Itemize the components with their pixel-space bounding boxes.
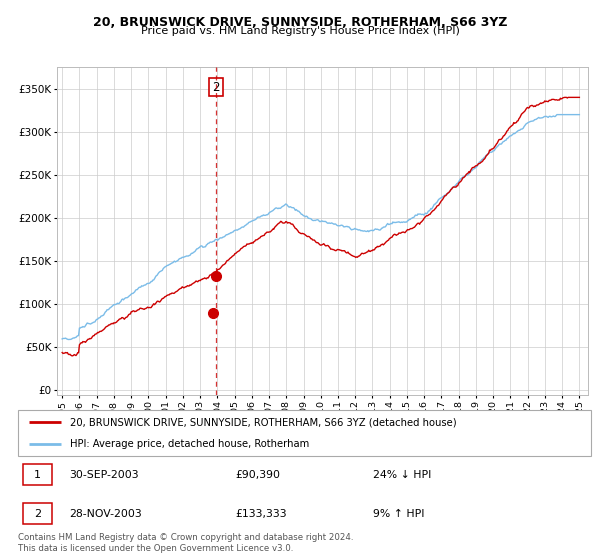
Text: 20, BRUNSWICK DRIVE, SUNNYSIDE, ROTHERHAM, S66 3YZ: 20, BRUNSWICK DRIVE, SUNNYSIDE, ROTHERHA… <box>93 16 507 29</box>
Text: 20, BRUNSWICK DRIVE, SUNNYSIDE, ROTHERHAM, S66 3YZ (detached house): 20, BRUNSWICK DRIVE, SUNNYSIDE, ROTHERHA… <box>70 417 456 427</box>
Text: Contains HM Land Registry data © Crown copyright and database right 2024.
This d: Contains HM Land Registry data © Crown c… <box>18 533 353 553</box>
Text: 30-SEP-2003: 30-SEP-2003 <box>70 470 139 479</box>
Text: 2: 2 <box>212 81 220 94</box>
Text: 2: 2 <box>34 509 41 519</box>
FancyBboxPatch shape <box>23 503 52 524</box>
Text: 28-NOV-2003: 28-NOV-2003 <box>70 509 142 519</box>
Text: £133,333: £133,333 <box>236 509 287 519</box>
FancyBboxPatch shape <box>18 410 591 456</box>
Text: 9% ↑ HPI: 9% ↑ HPI <box>373 509 425 519</box>
Text: HPI: Average price, detached house, Rotherham: HPI: Average price, detached house, Roth… <box>70 439 309 449</box>
Text: Price paid vs. HM Land Registry's House Price Index (HPI): Price paid vs. HM Land Registry's House … <box>140 26 460 36</box>
Text: £90,390: £90,390 <box>236 470 281 479</box>
Text: 1: 1 <box>34 470 41 479</box>
FancyBboxPatch shape <box>23 464 52 485</box>
Text: 24% ↓ HPI: 24% ↓ HPI <box>373 470 431 479</box>
